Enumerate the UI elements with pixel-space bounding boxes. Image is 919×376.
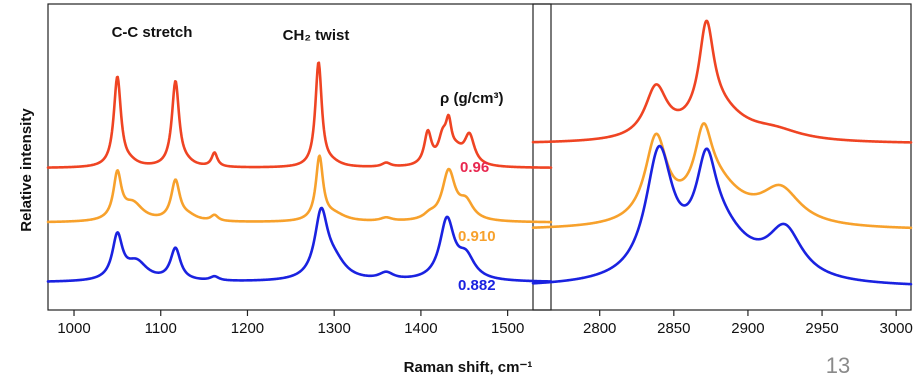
x-tick-label-1000: 1000 [57,320,90,337]
x-tick-label-3000: 3000 [879,320,912,337]
x-axis-label: Raman shift, cm⁻¹ [404,359,533,376]
x-axis-label-text: Raman shift, cm⁻¹ [404,359,533,376]
annotation-cc-stretch: C-C stretch [112,24,193,41]
x-tick-label-2850: 2850 [657,320,690,337]
x-tick-label-2800: 2800 [583,320,616,337]
x-tick-label-1200: 1200 [231,320,264,337]
series-line-0882-high-wavenumber [531,144,913,286]
series-line-096-high-wavenumber [531,19,913,144]
annotation-ch2-twist: CH₂ twist [283,27,350,44]
series-line-096-low-wavenumber [46,61,553,169]
legend-entry-096: 0.96 [460,159,489,176]
series-line-0910-low-wavenumber [46,154,553,224]
y-axis-label: Relative intensity [18,108,35,232]
x-tick-label-1400: 1400 [404,320,437,337]
series-line-0882-low-wavenumber [46,206,553,283]
right-series-group [531,19,913,286]
x-tick-label-1300: 1300 [318,320,351,337]
page-number: 13 [826,353,850,376]
x-tick-label-2900: 2900 [731,320,764,337]
x-tick-label-1100: 1100 [145,320,177,337]
x-tick-label-1500: 1500 [491,320,524,337]
right-plot-frame [532,3,912,311]
legend-title: ρ (g/cm³) [440,90,503,107]
right-x-ticks: 2800 2850 2900 2950 3000 [583,310,913,337]
legend-entry-0910: 0.910 [458,228,496,245]
left-plot-frame [47,3,552,311]
legend-entry-0882: 0.882 [458,277,496,294]
left-x-ticks: 1000 1100 1200 1300 1400 1500 [57,310,524,337]
series-line-0910-high-wavenumber [531,122,913,230]
x-tick-label-2950: 2950 [805,320,838,337]
left-series-group [46,61,553,283]
